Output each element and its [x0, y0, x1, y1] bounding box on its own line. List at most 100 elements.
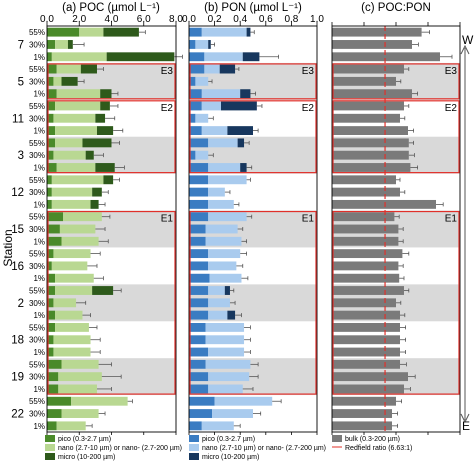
- legend-swatch-p0-s2: [45, 453, 55, 460]
- bar-p1-st18-r2-s1: [208, 347, 245, 357]
- bar-p2-st11-r0-s0: [332, 101, 404, 111]
- bar-p0-st2-r1-s1: [53, 298, 77, 308]
- station-label-2: 2: [18, 298, 24, 310]
- region-label-E3-p2: E3: [445, 66, 458, 77]
- stratum-label-12-2: 1%: [33, 200, 45, 209]
- stratum-label-11-2: 1%: [33, 127, 45, 136]
- bar-p1-st19-r1-s0: [189, 372, 209, 382]
- bar-p0-st3-r0-s1: [55, 138, 83, 148]
- y-axis-label: Station: [1, 229, 15, 266]
- bar-p0-st2-r0-s0: [47, 286, 56, 295]
- bar-p2-st3-r0-s0: [332, 138, 409, 148]
- bar-p0-st12-r1-s0: [47, 187, 52, 197]
- stratum-label-15-0: 55%: [29, 213, 45, 222]
- bar-p0-st12-r0-s2: [103, 175, 114, 185]
- bar-p2-st16-r2-s0: [332, 273, 400, 283]
- stratum-label-16-1: 30%: [29, 262, 45, 271]
- bar-p1-st18-r0-s1: [205, 322, 245, 332]
- bar-p2-st5-r2-s0: [332, 89, 412, 99]
- bar-p0-st22-r2-s1: [56, 421, 86, 431]
- bar-p0-st12-r1-s2: [92, 187, 102, 197]
- station-label-5: 5: [18, 76, 24, 88]
- stratum-label-11-1: 30%: [29, 114, 45, 123]
- stratum-label-19-0: 55%: [29, 360, 45, 369]
- bar-p1-st7-r1-s1: [195, 40, 209, 49]
- panel-a-title: (a) POC (µmol L⁻¹): [62, 2, 160, 14]
- bar-p0-st16-r0-s0: [47, 249, 54, 259]
- bar-p1-st12-r2-s1: [208, 199, 234, 209]
- bar-p1-st16-r1-s0: [189, 261, 209, 271]
- legend-label-p1-s2: micro (10-200 µm): [202, 454, 259, 461]
- bar-p0-st22-r0-s1: [71, 396, 128, 406]
- bar-p1-st11-r2-s0: [189, 126, 202, 136]
- panel-b-pon: (b) PON (µmol L⁻¹) 0.0 0.2 0.4 0.6 0.8 1.0 E3 E…: [182, 2, 324, 435]
- bar-p2-st18-r2-s0: [332, 347, 400, 357]
- bar-p1-st19-r0-s0: [189, 359, 206, 369]
- bar-p0-st19-r0-s0: [47, 359, 62, 369]
- stratum-label-22-0: 55%: [29, 397, 45, 406]
- legend-label-p2-s0: bulk (0.3-200 µm): [345, 436, 400, 443]
- bar-p1-st18-r2-s0: [189, 347, 209, 357]
- bar-p0-st15-r2-s1: [61, 236, 99, 246]
- xtick-label-p0-4: 8.0: [169, 14, 183, 25]
- bar-p2-st16-r1-s0: [332, 261, 399, 271]
- region-label-E2-p1: E2: [302, 103, 315, 114]
- bar-p0-st11-r0-s0: [47, 101, 56, 111]
- bar-p0-st11-r0-s2: [100, 101, 110, 111]
- legend-swatch-p1-s1: [189, 444, 199, 451]
- bar-p0-st2-r2-s0: [47, 310, 56, 320]
- region-box-E1-p2: [332, 210, 460, 395]
- bar-p1-st2-r0-s1: [208, 286, 225, 295]
- region-label-E3-p1: E3: [302, 66, 315, 77]
- bar-p2-st18-r0-s0: [332, 322, 400, 332]
- bar-p1-st5-r2-s2: [240, 89, 251, 99]
- region-box-E3-p0: [47, 63, 176, 100]
- bar-p0-st7-r1-s2: [67, 40, 73, 49]
- stratum-label-18-0: 55%: [29, 323, 45, 332]
- stratum-label-15-1: 30%: [29, 225, 45, 234]
- bar-p0-st22-r1-s0: [47, 409, 62, 418]
- bar-p1-st3-r2-s0: [189, 163, 209, 172]
- bar-p1-st16-r1-s1: [208, 261, 237, 271]
- stratum-label-3-0: 55%: [29, 139, 45, 148]
- bar-p1-st15-r1-s1: [205, 224, 238, 234]
- stratum-label-22-1: 30%: [29, 410, 45, 419]
- xtick-label-p1-3: 0.6: [259, 14, 273, 25]
- bar-p0-st12-r0-s1: [51, 175, 104, 185]
- bar-p0-st12-r0-s0: [47, 175, 52, 185]
- region-box-E3-p2: [332, 63, 460, 100]
- stratum-label-3-1: 30%: [29, 151, 45, 160]
- bar-p1-st7-r1-s2: [208, 40, 211, 49]
- bar-p2-st2-r2-s0: [332, 310, 400, 320]
- bar-p0-st3-r1-s1: [53, 150, 86, 160]
- bar-p0-st16-r0-s1: [53, 249, 91, 259]
- bar-p1-st22-r0-s1: [214, 396, 273, 406]
- bar-p2-st19-r2-s0: [332, 384, 404, 394]
- bar-p1-st15-r0-s0: [189, 212, 209, 222]
- bar-p1-st15-r0-s1: [208, 212, 247, 222]
- bar-p0-st5-r0-s0: [47, 64, 57, 74]
- bar-p1-st15-r2-s1: [205, 236, 242, 246]
- region-label-E2-p0: E2: [161, 103, 174, 114]
- bar-p1-st22-r2-s0: [189, 421, 202, 431]
- bar-p2-st19-r0-s0: [332, 359, 400, 369]
- bar-p0-st5-r0-s1: [56, 64, 81, 74]
- bar-p0-st18-r0-s1: [55, 322, 89, 332]
- bar-p0-st22-r1-s1: [61, 409, 99, 418]
- bar-p2-st11-r2-s0: [332, 126, 408, 136]
- bar-p1-st3-r1-s1: [195, 150, 209, 160]
- legend-swatch-p1-s2: [189, 453, 199, 460]
- bar-p1-st16-r0-s0: [189, 249, 209, 259]
- bar-p1-st19-r2-s0: [189, 384, 209, 394]
- stratum-label-18-1: 30%: [29, 336, 45, 345]
- bar-p2-st7-r1-s0: [332, 40, 412, 49]
- bar-p2-st15-r2-s0: [332, 236, 399, 246]
- bar-p1-st2-r2-s1: [208, 310, 228, 320]
- bar-p1-st3-r0-s0: [189, 138, 209, 148]
- stratum-label-7-1: 30%: [29, 40, 45, 49]
- bar-p1-st2-r2-s2: [227, 310, 236, 320]
- bar-p2-st16-r0-s0: [332, 249, 403, 259]
- region-box-E2-p0: [47, 100, 176, 174]
- bar-p0-st18-r2-s1: [53, 347, 91, 357]
